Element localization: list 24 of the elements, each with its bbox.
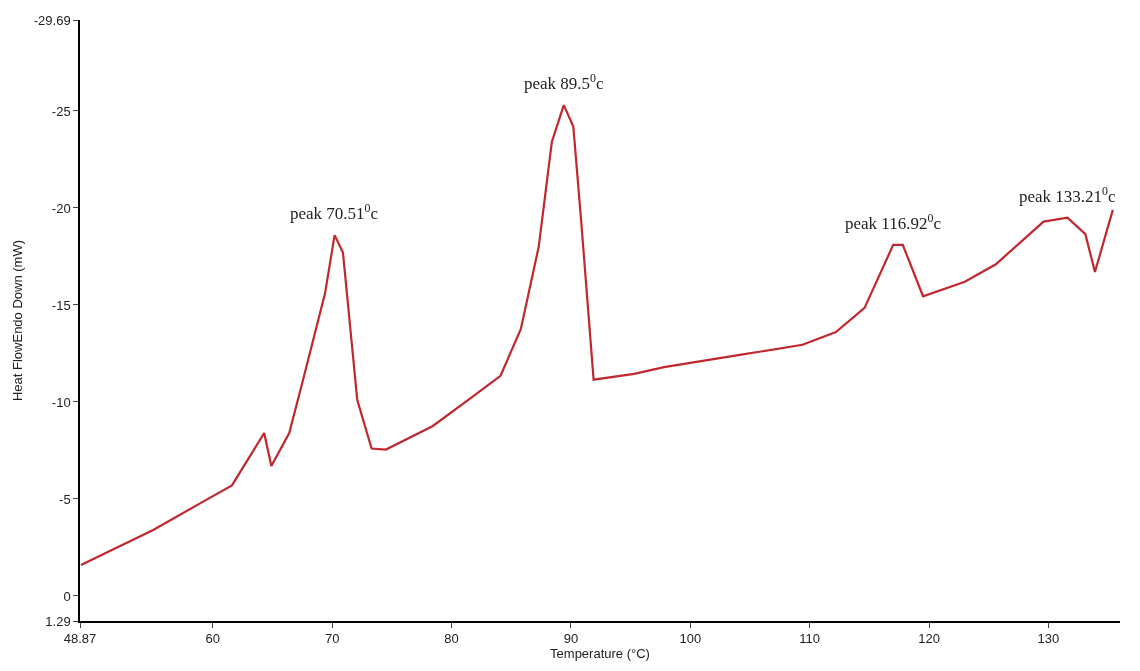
y-tick-label: -20 (51, 200, 71, 216)
y-tick-label: -10 (51, 394, 71, 410)
annotation: peak 70.51$^{0}$c (290, 201, 379, 224)
x-tick-label: 70 (324, 631, 340, 647)
x-tick-label: 120 (918, 631, 940, 647)
y-tick-label: -29.69 (33, 12, 71, 28)
annotation: peak 116.92$^{0}$c (845, 211, 942, 234)
y-axis-title: Heat FlowEndo Down (mW) (10, 239, 26, 402)
x-tick-label: 110 (799, 631, 821, 647)
x-tick-label: 130 (1037, 631, 1060, 647)
x-tick-label: 90 (563, 631, 579, 647)
y-tick-label: -5 (59, 491, 71, 507)
x-tick-label: 80 (444, 631, 459, 647)
y-tick-label: 0 (63, 588, 71, 604)
x-tick-label: 60 (205, 631, 221, 647)
line-series (80, 104, 1114, 567)
x-axis-title: Temperature (°C) (550, 646, 650, 662)
x-tick-label: 48.87 (63, 631, 97, 647)
y-tick-label: -25 (51, 103, 71, 119)
annotation: peak 133.21$^{0}$c (1019, 184, 1117, 207)
annotation: peak 89.5$^{0}$c (524, 71, 605, 94)
x-tick-label: 100 (679, 631, 702, 647)
y-tick-label: -15 (51, 297, 71, 313)
y-tick-label: 1.29 (45, 613, 71, 629)
